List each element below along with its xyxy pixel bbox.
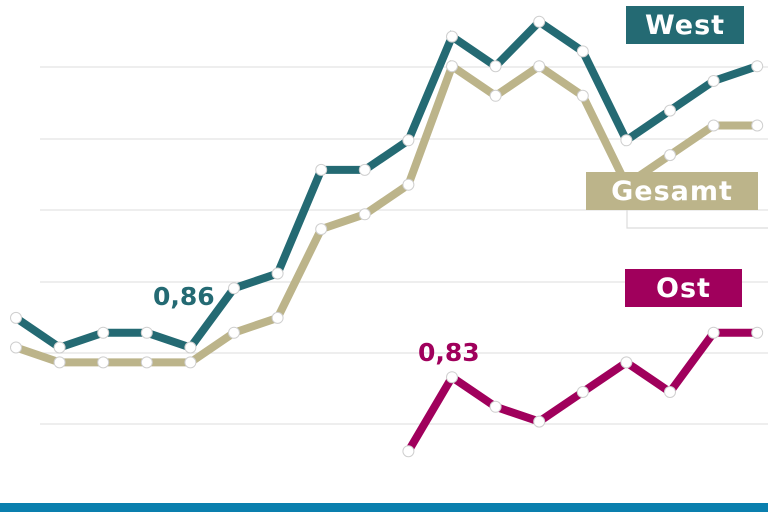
data-point-gesamt	[533, 60, 546, 73]
data-point-gesamt	[664, 149, 676, 162]
legend-frame-line	[626, 210, 768, 229]
grid-lines	[40, 66, 768, 425]
data-point-west	[707, 75, 720, 87]
legend-ost: Ost	[625, 269, 742, 307]
data-point-gesamt	[97, 356, 110, 369]
series-gesamt	[10, 60, 764, 369]
data-point-gesamt	[53, 356, 66, 369]
data-point-west	[53, 341, 66, 354]
data-point-west	[751, 60, 764, 73]
data-point-gesamt	[707, 119, 720, 132]
data-point-gesamt	[576, 89, 589, 102]
data-point-gesamt	[184, 356, 197, 369]
data-point-west	[620, 134, 633, 147]
data-point-gesamt	[446, 60, 458, 73]
data-point-west	[228, 282, 240, 295]
legend-gesamt: Gesamt	[586, 172, 758, 210]
series-line-west	[13, 16, 759, 353]
data-label-ost: 0,83	[418, 338, 480, 367]
series-ost	[402, 326, 764, 458]
data-point-west	[489, 60, 502, 73]
data-point-gesamt	[271, 311, 284, 324]
data-point-ost	[402, 445, 415, 458]
data-point-west	[402, 134, 415, 147]
data-point-ost	[533, 415, 546, 428]
data-point-gesamt	[228, 326, 240, 339]
data-point-west	[97, 326, 110, 339]
data-point-west	[533, 15, 546, 28]
data-point-west	[576, 45, 589, 58]
data-point-ost	[751, 326, 764, 339]
data-point-gesamt	[358, 208, 371, 221]
data-point-west	[315, 163, 328, 176]
data-point-gesamt	[489, 89, 502, 102]
series-west	[10, 15, 764, 354]
data-point-gesamt	[402, 178, 415, 191]
data-point-ost	[489, 400, 502, 413]
data-point-ost	[446, 371, 458, 384]
data-point-west	[271, 267, 284, 280]
series-layer	[10, 15, 764, 458]
data-point-ost	[576, 386, 589, 398]
data-point-ost	[707, 326, 720, 339]
data-point-west	[446, 30, 458, 43]
data-point-ost	[620, 356, 633, 369]
data-point-ost	[664, 386, 676, 398]
legend-frame-lines	[626, 210, 768, 229]
legend-west: West	[626, 6, 744, 44]
data-point-west	[664, 104, 676, 117]
data-point-gesamt	[140, 356, 153, 369]
data-point-west	[140, 326, 153, 339]
data-point-west	[10, 311, 22, 324]
series-line-gesamt	[14, 60, 758, 367]
data-point-west	[184, 341, 197, 354]
data-point-gesamt	[315, 223, 328, 236]
data-point-west	[358, 163, 371, 176]
data-point-gesamt	[10, 341, 22, 354]
data-label-west: 0,86	[153, 282, 215, 311]
data-point-gesamt	[751, 119, 764, 132]
bottom-bar	[0, 503, 768, 512]
